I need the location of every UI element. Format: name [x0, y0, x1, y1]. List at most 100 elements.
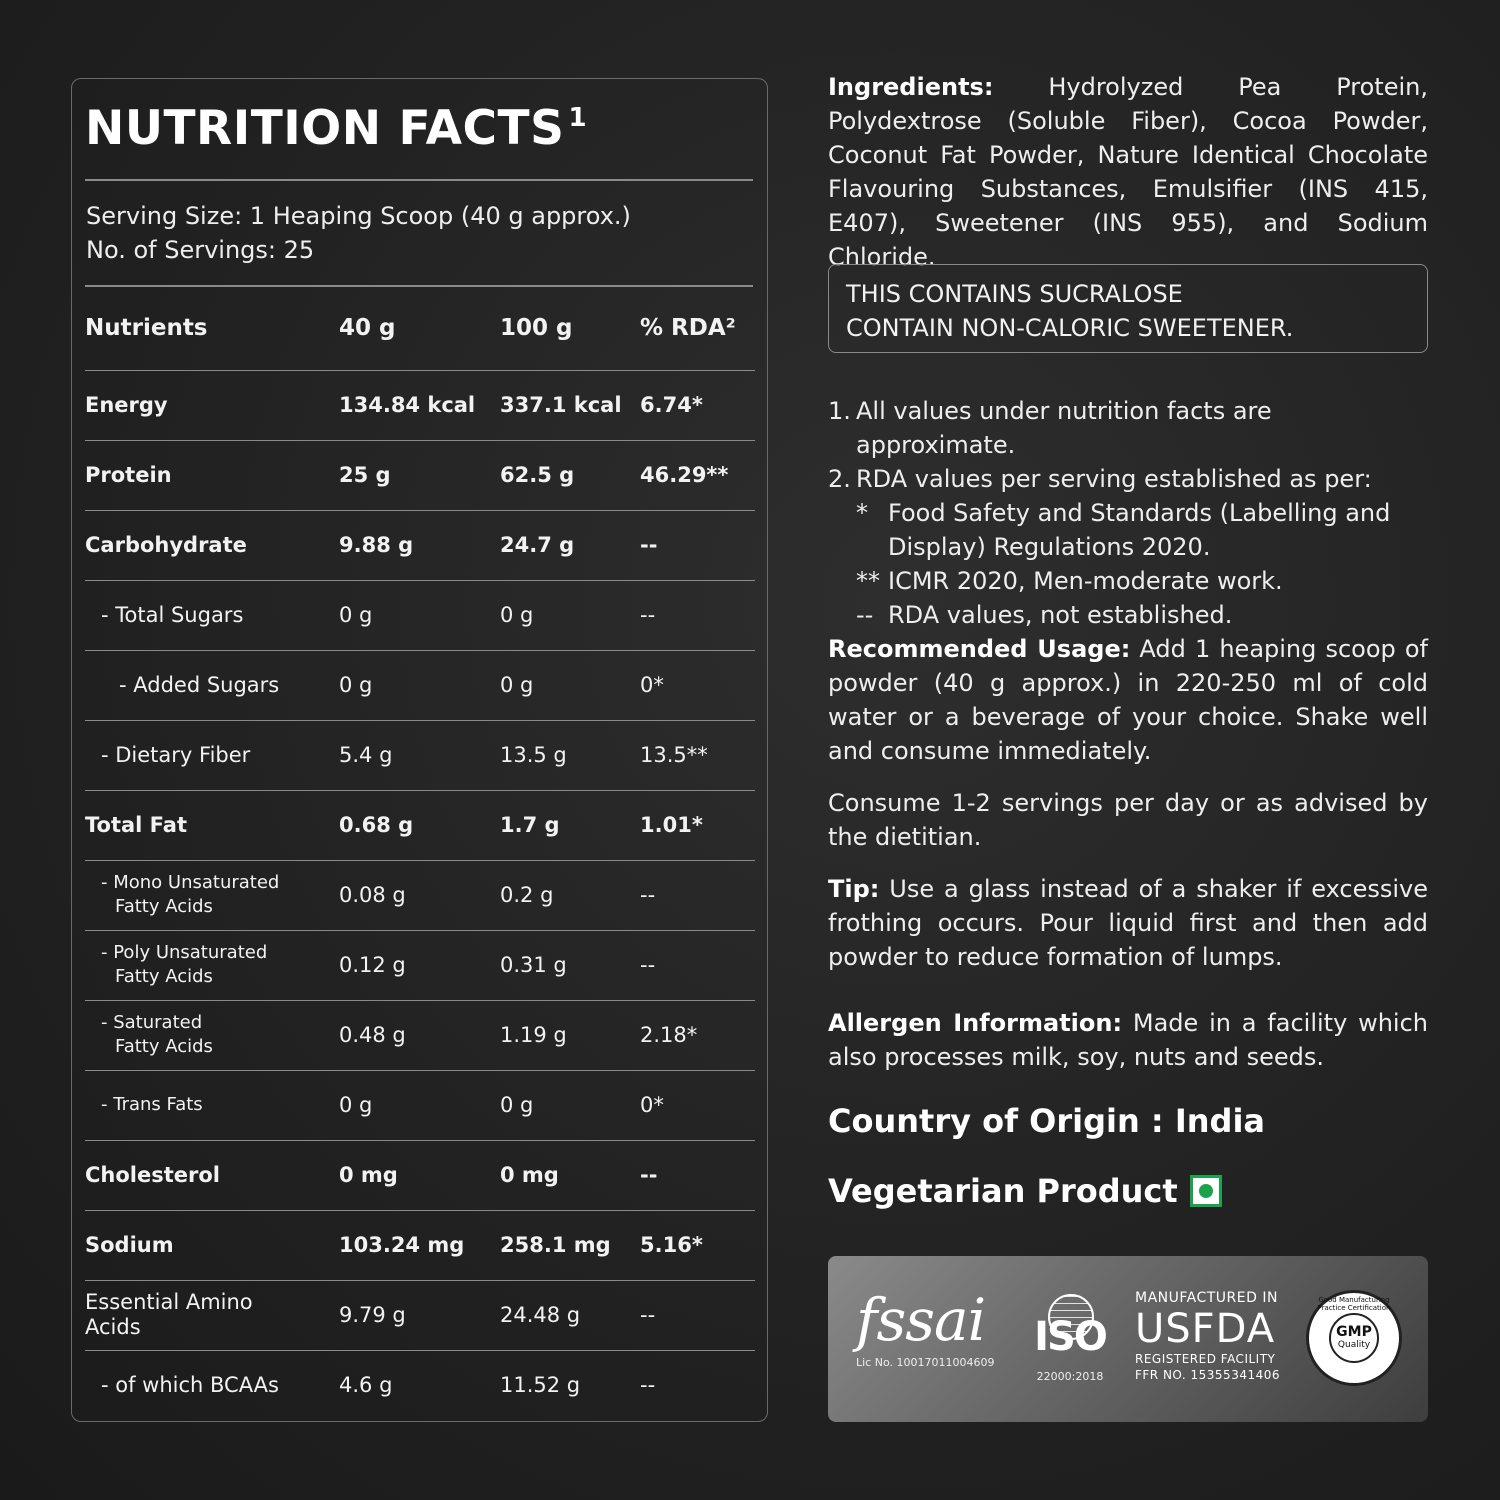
value-rda: --: [640, 1140, 755, 1211]
nutrient-name: - of which BCAAs: [101, 1373, 279, 1398]
footnote-number: 1.: [828, 397, 851, 425]
nutrient-name-line2: Fatty Acids: [115, 896, 213, 917]
nutrient-name-line1: - Mono Unsaturated: [101, 872, 280, 893]
table-row: - Poly Unsaturated Fatty Acids 0.12 g 0.3…: [85, 930, 755, 1001]
value-rda: --: [640, 510, 755, 581]
value-100g: 62.5 g: [500, 440, 640, 511]
allergen-info: Allergen Information: Made in a facility…: [828, 1006, 1428, 1074]
value-100g: 1.19 g: [500, 1000, 640, 1071]
usfda-badge: MANUFACTURED IN USFDA REGISTERED FACILIT…: [1135, 1290, 1280, 1382]
gmp-seal-icon: Good Manufacturing Practice Certificatio…: [1306, 1290, 1402, 1386]
value-100g: 13.5 g: [500, 720, 640, 791]
consume-text: Consume 1-2 servings per day or as advis…: [828, 789, 1428, 851]
footnote-1: 1. All values under nutrition facts are a…: [828, 394, 1428, 462]
table-row: Sodium 103.24 mg 258.1 mg 5.16*: [85, 1210, 755, 1281]
table-header-row: Nutrients 40 g 100 g % RDA²: [85, 287, 755, 371]
value-40g: 0 mg: [339, 1140, 500, 1211]
tip-text: Use a glass instead of a shaker if exces…: [828, 875, 1428, 971]
footnote-text: RDA values per serving established as pe…: [856, 465, 1372, 493]
nutrient-name: Sodium: [85, 1210, 339, 1281]
divider: [85, 179, 753, 181]
value-40g: 4.6 g: [339, 1373, 393, 1398]
footnote-number: 2.: [828, 465, 851, 493]
nutrient-name: Cholesterol: [85, 1140, 339, 1211]
value-40g: 0 g: [339, 1070, 500, 1141]
value-100g: 258.1 mg: [500, 1210, 640, 1281]
ingredients-text: Hydrolyzed Pea Protein, Polydextrose (So…: [828, 73, 1428, 271]
value-40g: 0 g: [339, 650, 500, 721]
fssai-license: Lic No. 10017011004609: [856, 1356, 995, 1369]
table-row: Carbohydrate 9.88 g 24.7 g --: [85, 510, 755, 581]
table-row: - Added Sugars 0 g 0 g 0*: [85, 650, 755, 721]
value-100g: 24.7 g: [500, 510, 640, 581]
fssai-logo: fssai Lic No. 10017011004609: [856, 1286, 994, 1369]
value-rda: --: [640, 930, 755, 1001]
nutrient-name: - Dietary Fiber: [85, 720, 339, 791]
nutrient-name-line2: Fatty Acids: [115, 966, 213, 987]
value-100g: 0 g: [500, 1070, 640, 1141]
footnote-marker: *: [856, 499, 868, 527]
tip-label: Tip:: [828, 875, 880, 903]
tip-paragraph: Tip: Use a glass instead of a shaker if …: [828, 872, 1428, 974]
usage-text: Add 1 heaping scoop of powder (40 g appr…: [828, 635, 1428, 765]
value-rda: 46.29**: [640, 440, 755, 511]
nutrient-name: Energy: [85, 370, 339, 441]
nutrient-name: Protein: [85, 440, 339, 511]
value-40g: 0 g: [339, 580, 500, 651]
value-rda: 6.74*: [640, 370, 755, 441]
allergen-text: Made in a facility which also processes …: [828, 1009, 1428, 1071]
nutrition-facts-panel: NUTRITION FACTS 1 Serving Size: 1 Heaping…: [71, 78, 768, 1422]
certifications-bar: fssai Lic No. 10017011004609 ISO 22000:2…: [828, 1256, 1428, 1422]
iso-number: 22000:2018: [1036, 1370, 1104, 1383]
value-100g: 0 g: [500, 650, 640, 721]
table-row: Protein 25 g 62.5 g 46.29**: [85, 440, 755, 511]
veg-mark-icon: [1189, 1175, 1222, 1207]
gmp-inner: GMP Quality: [1329, 1313, 1379, 1363]
value-40g: 103.24 mg: [339, 1210, 500, 1281]
value-rda: --: [640, 1373, 656, 1398]
recommended-usage: Recommended Usage: Add 1 heaping scoop o…: [828, 632, 1428, 768]
value-40g: 0.12 g: [339, 930, 500, 1001]
nutrient-name-line2: Acids: [85, 1315, 141, 1339]
vegetarian-label: Vegetarian Product: [828, 1172, 1178, 1210]
value-40g: 134.84 kcal: [339, 370, 500, 441]
value-rda: 0*: [640, 1070, 755, 1141]
table-row: - Dietary Fiber 5.4 g 13.5 g 13.5**: [85, 720, 755, 791]
iso-wordmark: ISO: [1034, 1314, 1108, 1360]
nutrient-name: - Poly Unsaturated Fatty Acids: [85, 930, 339, 1001]
nutrient-name: - Saturated Fatty Acids: [85, 1000, 339, 1071]
usage-label: Recommended Usage:: [828, 635, 1131, 663]
footnotes: 1. All values under nutrition facts are a…: [828, 394, 1428, 632]
allergen-label: Allergen Information:: [828, 1009, 1123, 1037]
col-header-rda: % RDA²: [640, 287, 755, 371]
nutrient-name-line1: - Saturated: [101, 1012, 203, 1033]
table-row: - Total Sugars 0 g 0 g --: [85, 580, 755, 651]
col-header-40g: 40 g: [339, 287, 500, 371]
servings-count: No. of Servings: 25: [86, 236, 315, 264]
iso-logo: ISO 22000:2018: [1026, 1294, 1114, 1384]
table-row: Energy 134.84 kcal 337.1 kcal 6.74*: [85, 370, 755, 441]
footnote-marker-row: ** ICMR 2020, Men-moderate work.: [828, 564, 1428, 598]
nutrient-name: Carbohydrate: [85, 510, 339, 581]
value-rda: --: [640, 860, 755, 931]
footnote-marker: **: [856, 567, 880, 595]
warning-line1: THIS CONTAINS SUCRALOSE: [846, 280, 1183, 308]
nutrient-name: Essential Amino Acids: [85, 1280, 339, 1351]
footnote-2: 2. RDA values per serving established as …: [828, 462, 1428, 496]
footnote-marker-text: ICMR 2020, Men-moderate work.: [888, 567, 1283, 595]
value-40g: 0.68 g: [339, 790, 500, 861]
value-100g: 0.31 g: [500, 930, 640, 1001]
gmp-ring-text: Good Manufacturing Practice Certificatio…: [1317, 1296, 1391, 1312]
col-header-100g: 100 g: [500, 287, 640, 371]
value-100g: 0.2 g: [500, 860, 640, 931]
footnote-marker-row: -- RDA values, not established.: [828, 598, 1428, 632]
table-row: - Saturated Fatty Acids 0.48 g 1.19 g 2.1…: [85, 1000, 755, 1071]
vegetarian-product: Vegetarian Product: [828, 1172, 1428, 1210]
usfda-wordmark: USFDA: [1135, 1306, 1276, 1352]
usfda-ffr: FFR NO. 15355341406: [1135, 1368, 1281, 1382]
footnote-marker: --: [856, 601, 874, 629]
value-rda: 5.16*: [640, 1210, 755, 1281]
country-of-origin: Country of Origin : India: [828, 1102, 1265, 1140]
value-rda: 0*: [640, 650, 755, 721]
nutrient-name-line1: - Poly Unsaturated: [101, 942, 268, 963]
